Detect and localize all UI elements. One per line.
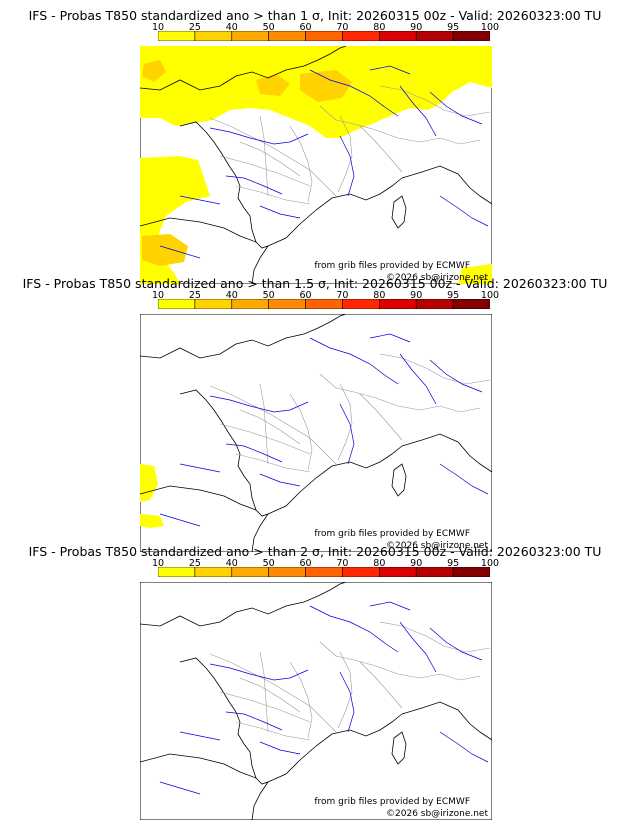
map-credit-source: from grib files provided by ECMWF xyxy=(314,529,470,539)
colorbar-tick-label: 95 xyxy=(447,290,460,301)
colorbar-tick-label: 90 xyxy=(410,290,423,301)
map-frame xyxy=(140,314,492,552)
colorbar-tick-label: 50 xyxy=(262,22,275,33)
coastline xyxy=(140,217,257,243)
coastline xyxy=(140,582,347,627)
coastline xyxy=(140,314,347,359)
coastline xyxy=(179,657,269,820)
colorbar-tick-label: 60 xyxy=(299,558,312,569)
colorbar-tick-label: 90 xyxy=(410,22,423,33)
colorbar-tick-label: 70 xyxy=(336,558,349,569)
colorbar-ticks: 10 25 40 50 60 70 80 90 95 100 xyxy=(0,22,630,34)
prob-area-orange xyxy=(142,234,188,266)
colorbar-ticks: 10 25 40 50 60 70 80 90 95 100 xyxy=(0,290,630,302)
coastline xyxy=(140,46,347,91)
colorbar-tick-label: 60 xyxy=(299,290,312,301)
map-france: from grib files provided by ECMWF ©2026 … xyxy=(140,582,492,820)
coastline-corsica xyxy=(391,731,407,765)
prob-area-orange xyxy=(142,60,166,82)
panel-title: IFS - Probas T850 standardized ano > tha… xyxy=(28,8,602,23)
colorbar-ticks: 10 25 40 50 60 70 80 90 95 100 xyxy=(0,558,630,570)
colorbar-tick-label: 80 xyxy=(373,22,386,33)
colorbar-tick-label: 10 xyxy=(151,558,165,569)
colorbar xyxy=(158,567,490,577)
colorbar-tick-label: 80 xyxy=(373,290,386,301)
coastline-italy xyxy=(401,165,492,205)
panel-title: IFS - Probas T850 standardized ano > tha… xyxy=(28,544,602,559)
prob-area-orange xyxy=(256,74,290,96)
map-france: from grib files provided by ECMWF ©2026 … xyxy=(140,46,492,284)
coastline xyxy=(267,445,403,515)
coastline xyxy=(140,485,257,511)
rivers xyxy=(159,601,489,795)
colorbar-tick-label: 100 xyxy=(480,22,500,33)
colorbar-tick-label: 70 xyxy=(336,290,349,301)
coastline-corsica xyxy=(391,463,407,497)
colorbar-tick-label: 95 xyxy=(447,558,460,569)
colorbar-tick-label: 60 xyxy=(299,22,312,33)
colorbar-tick-label: 25 xyxy=(188,22,201,33)
prob-area-yellow xyxy=(458,264,492,284)
map-credit-copyright: ©2026 sb@irizone.net xyxy=(386,273,488,283)
coastline xyxy=(179,389,269,552)
colorbar xyxy=(158,299,490,309)
panel-3: IFS - Probas T850 standardized ano > tha… xyxy=(0,544,630,820)
coastline xyxy=(267,177,403,247)
panel-title: IFS - Probas T850 standardized ano > tha… xyxy=(22,276,608,291)
colorbar-tick-label: 95 xyxy=(447,22,460,33)
colorbar-tick-label: 100 xyxy=(480,558,500,569)
coastline xyxy=(179,121,269,284)
colorbar-tick-label: 25 xyxy=(188,290,201,301)
colorbar-tick-label: 80 xyxy=(373,558,386,569)
colorbar-tick-label: 50 xyxy=(262,558,275,569)
panel-2: IFS - Probas T850 standardized ano > tha… xyxy=(0,276,630,552)
coastline-corsica xyxy=(391,195,407,229)
colorbar-tick-label: 10 xyxy=(151,290,165,301)
map-france: from grib files provided by ECMWF ©2026 … xyxy=(140,314,492,552)
colorbar-tick-label: 25 xyxy=(188,558,201,569)
borders xyxy=(209,353,491,473)
colorbar-tick-label: 40 xyxy=(225,290,238,301)
colorbar-tick-label: 40 xyxy=(225,22,238,33)
borders xyxy=(209,621,491,741)
colorbar-tick-label: 40 xyxy=(225,558,238,569)
map-credit-copyright: ©2026 sb@irizone.net xyxy=(386,809,488,819)
map-credit-copyright: ©2026 sb@irizone.net xyxy=(386,541,488,551)
rivers xyxy=(159,65,489,259)
rivers xyxy=(159,333,489,527)
colorbar-tick-label: 10 xyxy=(151,22,165,33)
colorbar-tick-label: 50 xyxy=(262,290,275,301)
prob-area-yellow xyxy=(140,514,164,528)
borders xyxy=(209,85,491,205)
coastline-italy xyxy=(401,433,492,473)
map-frame xyxy=(140,582,492,820)
colorbar-tick-label: 100 xyxy=(480,290,500,301)
colorbar-tick-label: 70 xyxy=(336,22,349,33)
map-credit-source: from grib files provided by ECMWF xyxy=(314,797,470,807)
coastline-italy xyxy=(401,701,492,741)
coastline xyxy=(140,753,257,779)
panel-1: IFS - Probas T850 standardized ano > tha… xyxy=(0,8,630,284)
colorbar-tick-label: 90 xyxy=(410,558,423,569)
prob-area-orange xyxy=(300,70,352,102)
colorbar xyxy=(158,31,490,41)
coastline xyxy=(267,713,403,783)
map-credit-source: from grib files provided by ECMWF xyxy=(314,261,470,271)
